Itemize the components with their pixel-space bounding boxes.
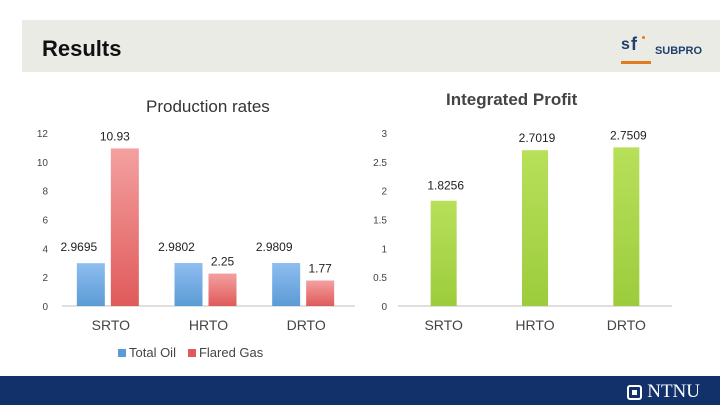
profit-data-label: 2.7019 [519,131,556,145]
production-y-tick: 12 [37,129,49,140]
profit-y-tick: 0.5 [373,273,387,284]
profit-y-tick: 3 [381,129,387,140]
legend-label-total-oil: Total Oil [129,345,176,360]
ntnu-text: NTNU [647,381,700,402]
page-title: Results [42,36,122,61]
profit-data-label: 1.8256 [427,179,464,193]
production-y-tick: 2 [42,273,48,284]
production-data-label: 10.93 [100,129,130,143]
ntnu-logo: NTNU [627,381,700,403]
production-x-label: DRTO [287,317,326,333]
profit-bar [613,147,640,306]
production-data-label: 2.9809 [256,240,293,254]
production-bar [208,273,237,306]
production-y-tick: 10 [37,158,49,169]
production-legend: Total Oil Flared Gas [118,345,263,360]
production-y-tick: 4 [42,244,48,255]
profit-bar [430,200,457,306]
ntnu-icon [627,384,643,400]
production-data-label: 1.77 [308,261,332,275]
production-y-tick: 0 [42,302,48,313]
legend-swatch-flared-gas [187,348,196,357]
production-data-label: 2.9802 [158,240,195,254]
production-chart-title: Production rates [146,97,270,116]
production-bar [272,263,301,306]
legend-label-flared-gas: Flared Gas [198,345,264,360]
production-bar [306,280,335,306]
legend-item-total-oil: Total Oil [118,345,176,360]
legend-item-flared-gas: Flared Gas [187,345,264,360]
profit-data-label: 2.7509 [610,128,647,142]
production-bar [174,263,203,306]
logo-text: SUBPRO [654,45,702,57]
profit-y-tick: 2.5 [373,158,387,169]
legend-swatch-total-oil [118,348,126,357]
footer-bar: NTNU [0,376,720,405]
profit-x-label: HRTO [515,317,554,333]
profit-x-label: DRTO [607,317,646,333]
production-data-label: 2.25 [211,255,235,269]
production-x-label: SRTO [92,317,130,333]
profit-y-tick: 1.5 [373,216,387,227]
production-bar [76,263,105,306]
production-y-tick: 8 [42,187,48,198]
production-x-label: HRTO [189,317,228,333]
profit-y-tick: 2 [381,187,387,198]
profit-y-tick: 1 [381,244,387,255]
production-bar [110,148,139,306]
production-y-tick: 6 [42,216,48,227]
profit-y-tick: 0 [381,302,387,313]
profit-bar [522,150,548,306]
profit-chart-title: Integrated Profit [446,90,578,109]
profit-x-label: SRTO [424,317,462,333]
production-data-label: 2.9695 [60,240,97,254]
